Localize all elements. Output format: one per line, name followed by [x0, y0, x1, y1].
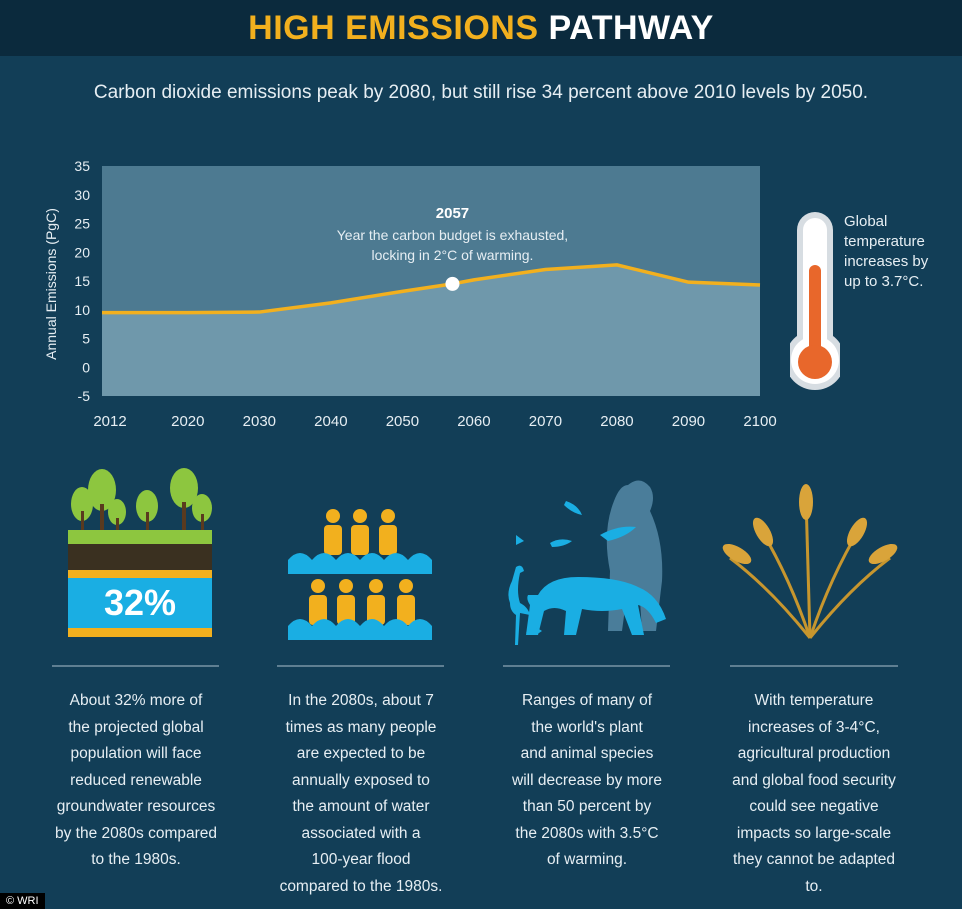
desc-line: of warming. [546, 851, 628, 868]
desc-line: they cannot be adapted [732, 851, 896, 868]
annotation-line-1: Year the carbon budget is exhausted, [337, 227, 568, 243]
desc-line: With temperature [754, 692, 874, 709]
desc-line: groundwater resources [56, 798, 216, 815]
y-axis-label: Annual Emissions (PgC) [43, 208, 59, 360]
desc-line: impacts so large-scale [736, 824, 892, 842]
thermometer-line: temperature [844, 233, 925, 250]
animal-species-icon [508, 480, 666, 645]
desc-line: the amount of water [292, 798, 430, 815]
panel-divider [52, 665, 219, 667]
desc-line: and global food security [732, 771, 896, 789]
y-tick-label: 0 [82, 359, 90, 375]
desc-line: reduced renewable [70, 771, 202, 789]
x-tick-label: 2020 [171, 413, 204, 430]
desc-line: the projected global [68, 718, 204, 736]
desc-line: In the 2080s, about 7 [288, 692, 434, 709]
annotation-year: 2057 [436, 205, 469, 222]
annotation-line-2: locking in 2°C of warming. [371, 247, 533, 263]
desc-line: to. [805, 877, 823, 895]
panel-divider [277, 665, 444, 667]
panel-divider [730, 665, 898, 667]
desc-line: Ranges of many of [521, 692, 653, 709]
desc-line: annually exposed to [292, 771, 430, 789]
species-description: Ranges of many of the world's plant and … [487, 688, 687, 874]
annotation-marker [445, 276, 460, 291]
flood-description: In the 2080s, about 7 times as many peop… [261, 688, 461, 900]
groundwater-percent-badge: 32% [103, 582, 177, 623]
x-tick-label: 2090 [672, 413, 705, 430]
y-tick-label: 10 [74, 302, 90, 318]
x-tick-label: 2050 [386, 413, 419, 430]
thermometer-icon [790, 212, 840, 390]
title-rest: PATHWAY [548, 8, 714, 47]
desc-line: associated with a [301, 824, 421, 842]
x-tick-label: 2040 [314, 413, 347, 430]
desc-line: than 50 percent by [522, 798, 652, 815]
desc-line: About 32% more of [69, 692, 203, 709]
thermometer-line: Global [844, 213, 888, 230]
x-tick-label: 2100 [743, 413, 776, 430]
flood-people-icon [288, 509, 432, 640]
thermometer-line: increases by [844, 253, 929, 270]
y-tick-label: -5 [78, 388, 91, 404]
desc-line: could see negative [749, 798, 879, 815]
agriculture-description: With temperature increases of 3-4°C, agr… [714, 688, 914, 900]
emissions-line [102, 263, 761, 315]
x-tick-label: 2060 [457, 413, 490, 430]
desc-line: and animal species [520, 745, 654, 762]
desc-line: times as many people [285, 718, 437, 736]
desc-line: by the 2080s compared [55, 824, 217, 842]
groundwater-icon [68, 468, 212, 637]
desc-line: the world's plant [531, 718, 643, 736]
page-header: HIGH EMISSIONS PATHWAY [0, 0, 962, 56]
source-credit: © WRI [0, 893, 45, 909]
groundwater-description: About 32% more of the projected global p… [36, 688, 236, 874]
y-tick-label: 20 [74, 244, 90, 260]
emissions-area [102, 264, 760, 396]
thermometer-label: Global temperature increases by up to 3.… [844, 212, 954, 292]
y-tick-label: 25 [74, 216, 90, 232]
x-tick-label: 2030 [243, 413, 276, 430]
x-tick-label: 2070 [529, 413, 562, 430]
desc-line: 100-year flood [311, 851, 411, 868]
y-tick-label: 30 [74, 187, 90, 203]
desc-line: to the 1980s. [91, 851, 181, 868]
emissions-chart: 35 30 25 20 15 10 5 0 -5 2012 2020 2030 2040 2050 206… [43, 158, 777, 430]
desc-line: increases of 3-4°C, [748, 718, 880, 736]
desc-line: are expected to be [296, 745, 426, 762]
desc-line: the 2080s with 3.5°C [515, 824, 659, 842]
title-highlight: HIGH EMISSIONS [248, 8, 539, 47]
desc-line: agricultural production [737, 745, 891, 762]
y-tick-label: 5 [82, 331, 90, 347]
desc-line: compared to the 1980s. [279, 877, 443, 895]
chart-subtitle: Carbon dioxide emissions peak by 2080, b… [93, 82, 869, 103]
panel-divider [503, 665, 670, 667]
y-tick-label: 15 [74, 273, 90, 289]
x-tick-label: 2080 [600, 413, 633, 430]
wheat-icon [722, 484, 898, 639]
desc-line: population will face [70, 745, 202, 762]
desc-line: will decrease by more [512, 771, 662, 789]
y-tick-label: 35 [74, 158, 90, 174]
x-tick-label: 2012 [93, 413, 126, 430]
thermometer-line: up to 3.7°C. [844, 273, 924, 290]
